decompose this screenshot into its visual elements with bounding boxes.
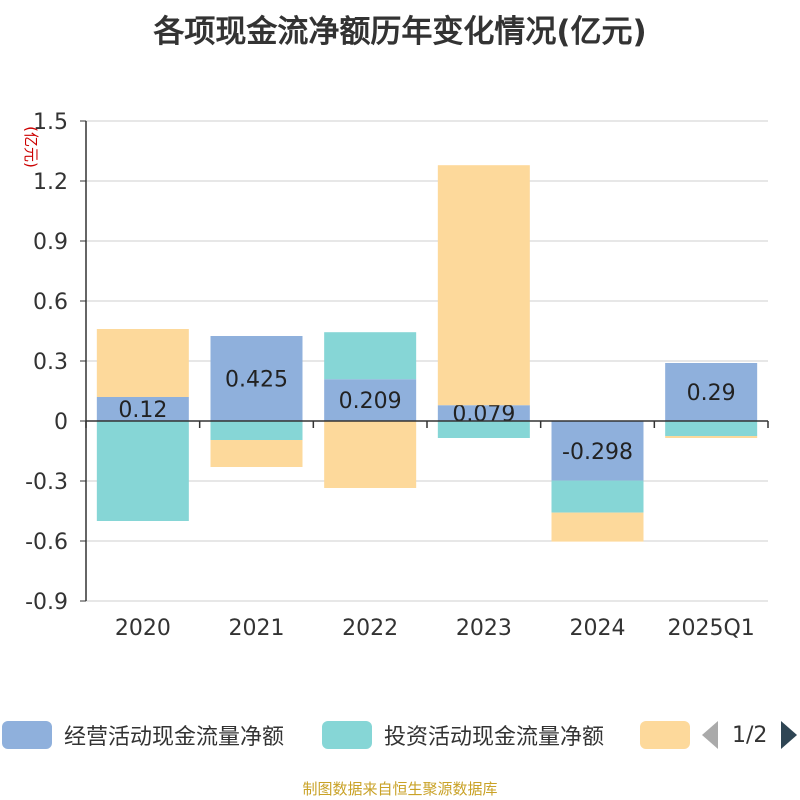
prev-page-icon[interactable] — [702, 721, 718, 749]
x-tick-label: 2022 — [342, 616, 398, 641]
bar-2025Q1-s0 — [665, 363, 758, 421]
y-tick-label: 0.6 — [33, 290, 68, 315]
legend-item-investing[interactable]: 投资活动现金流量净额 — [322, 720, 604, 750]
bar-2022-s1 — [324, 332, 417, 380]
bar-2021-s1 — [210, 421, 303, 440]
bar-2023-s1 — [437, 421, 530, 438]
bar-2023-s0 — [437, 405, 530, 421]
legend-pager: 1/2 — [700, 720, 800, 750]
legend-swatch-investing — [322, 721, 372, 749]
legend-page-indicator: 1/2 — [732, 722, 768, 748]
bar-2021-s2 — [210, 440, 303, 467]
x-tick-label: 2020 — [115, 616, 171, 641]
y-tick-label: 0.3 — [33, 350, 68, 375]
bar-2025Q1-s2 — [665, 436, 758, 438]
data-label: 0.209 — [339, 389, 402, 414]
legend-swatch-operating — [2, 721, 52, 749]
bar-2020-s2 — [96, 329, 189, 397]
bar-2020-s0 — [96, 397, 189, 421]
legend: 经营活动现金流量净额 投资活动现金流量净额 1/2 — [0, 712, 800, 756]
legend-swatch-financing — [640, 721, 690, 749]
y-axis-unit-label: (亿元) — [22, 126, 40, 168]
data-label: 0.29 — [687, 381, 736, 406]
x-tick-label: 2024 — [570, 616, 626, 641]
y-tick-label: -0.3 — [25, 470, 68, 495]
source-note: 制图数据来自恒生聚源数据库 — [302, 780, 498, 798]
data-label: 0.425 — [225, 368, 288, 393]
bar-2022-s0 — [324, 379, 417, 421]
legend-label-operating: 经营活动现金流量净额 — [64, 725, 285, 750]
x-tick-label: 2023 — [456, 616, 512, 641]
x-tick-label: 2025Q1 — [668, 616, 755, 641]
legend-item-financing[interactable] — [640, 720, 690, 750]
chart-title: 各项现金流净额历年变化情况(亿元) — [153, 14, 647, 50]
legend-item-operating[interactable]: 经营活动现金流量净额 — [2, 720, 284, 750]
bar-2020-s1 — [96, 421, 189, 521]
y-tick-label: -0.6 — [25, 530, 68, 555]
y-tick-label: -0.9 — [25, 590, 68, 615]
y-tick-label: 0 — [54, 410, 68, 435]
data-label: -0.298 — [562, 440, 633, 465]
legend-label-investing: 投资活动现金流量净额 — [384, 725, 605, 750]
bar-2021-s0 — [210, 336, 303, 421]
bar-2024-s2 — [551, 512, 644, 542]
bar-2025Q1-s1 — [665, 421, 758, 436]
bar-2023-s2 — [437, 165, 530, 406]
y-tick-label: 1.2 — [33, 170, 68, 195]
next-page-icon[interactable] — [781, 721, 798, 749]
bar-2024-s1 — [551, 480, 644, 513]
y-tick-label: 0.9 — [33, 230, 68, 255]
stacked-bar-chart: 1.5 1.2 0.9 0.6 0.3 0 -0.3 -0.6 -0.9 (亿元) 0.12 2020… — [22, 110, 769, 641]
data-label: 0.12 — [118, 398, 167, 423]
bar-2022-s2 — [324, 421, 417, 488]
y-tick-label: 1.5 — [33, 110, 68, 135]
x-tick-label: 2021 — [229, 616, 285, 641]
bar-2024-s0 — [551, 421, 644, 481]
